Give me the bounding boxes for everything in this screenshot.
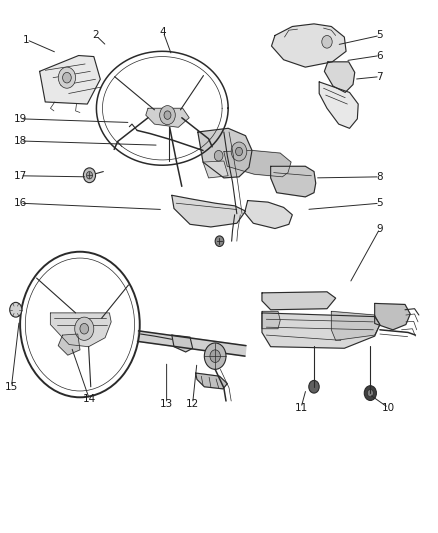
Polygon shape	[58, 334, 80, 355]
Circle shape	[231, 142, 246, 161]
Text: 19: 19	[14, 114, 27, 124]
Text: 10: 10	[381, 403, 394, 413]
Text: 1: 1	[23, 35, 30, 45]
Polygon shape	[331, 311, 379, 341]
Polygon shape	[39, 55, 100, 104]
Polygon shape	[261, 292, 335, 310]
Text: 6: 6	[376, 51, 382, 61]
Polygon shape	[50, 313, 111, 346]
Polygon shape	[261, 313, 379, 348]
Text: 12: 12	[186, 399, 199, 409]
Circle shape	[367, 390, 373, 397]
Text: 16: 16	[14, 198, 27, 208]
Text: 7: 7	[376, 71, 382, 82]
Text: 17: 17	[14, 171, 27, 181]
Circle shape	[10, 302, 22, 317]
Text: 11: 11	[294, 403, 307, 413]
Text: 5: 5	[376, 198, 382, 208]
Circle shape	[58, 67, 75, 88]
Polygon shape	[270, 166, 315, 197]
Polygon shape	[244, 200, 292, 229]
Text: 15: 15	[5, 382, 18, 392]
Circle shape	[74, 317, 94, 341]
Circle shape	[80, 324, 88, 334]
Polygon shape	[261, 311, 279, 329]
Text: 5: 5	[376, 30, 382, 41]
Polygon shape	[324, 62, 354, 92]
Circle shape	[308, 381, 318, 393]
Circle shape	[86, 172, 92, 179]
Polygon shape	[202, 161, 228, 178]
Polygon shape	[195, 373, 227, 389]
Circle shape	[321, 36, 332, 48]
Polygon shape	[171, 335, 192, 352]
Circle shape	[235, 147, 242, 156]
Text: 14: 14	[83, 394, 96, 405]
Polygon shape	[198, 128, 251, 178]
Polygon shape	[271, 24, 345, 67]
Circle shape	[209, 350, 220, 362]
Circle shape	[159, 106, 175, 125]
Text: 18: 18	[14, 136, 27, 146]
Circle shape	[63, 72, 71, 83]
Circle shape	[364, 386, 375, 400]
Polygon shape	[171, 195, 245, 227]
Text: 9: 9	[376, 223, 382, 233]
Circle shape	[214, 150, 223, 161]
Text: 13: 13	[159, 399, 173, 409]
Circle shape	[164, 111, 170, 119]
Circle shape	[204, 343, 226, 369]
Text: 8: 8	[376, 172, 382, 182]
Text: 2: 2	[92, 30, 99, 41]
Text: 4: 4	[159, 27, 166, 37]
Polygon shape	[223, 150, 290, 177]
Circle shape	[215, 236, 223, 246]
Polygon shape	[137, 331, 245, 356]
Polygon shape	[145, 108, 189, 127]
Circle shape	[83, 168, 95, 183]
Polygon shape	[374, 303, 409, 330]
Polygon shape	[318, 82, 357, 128]
